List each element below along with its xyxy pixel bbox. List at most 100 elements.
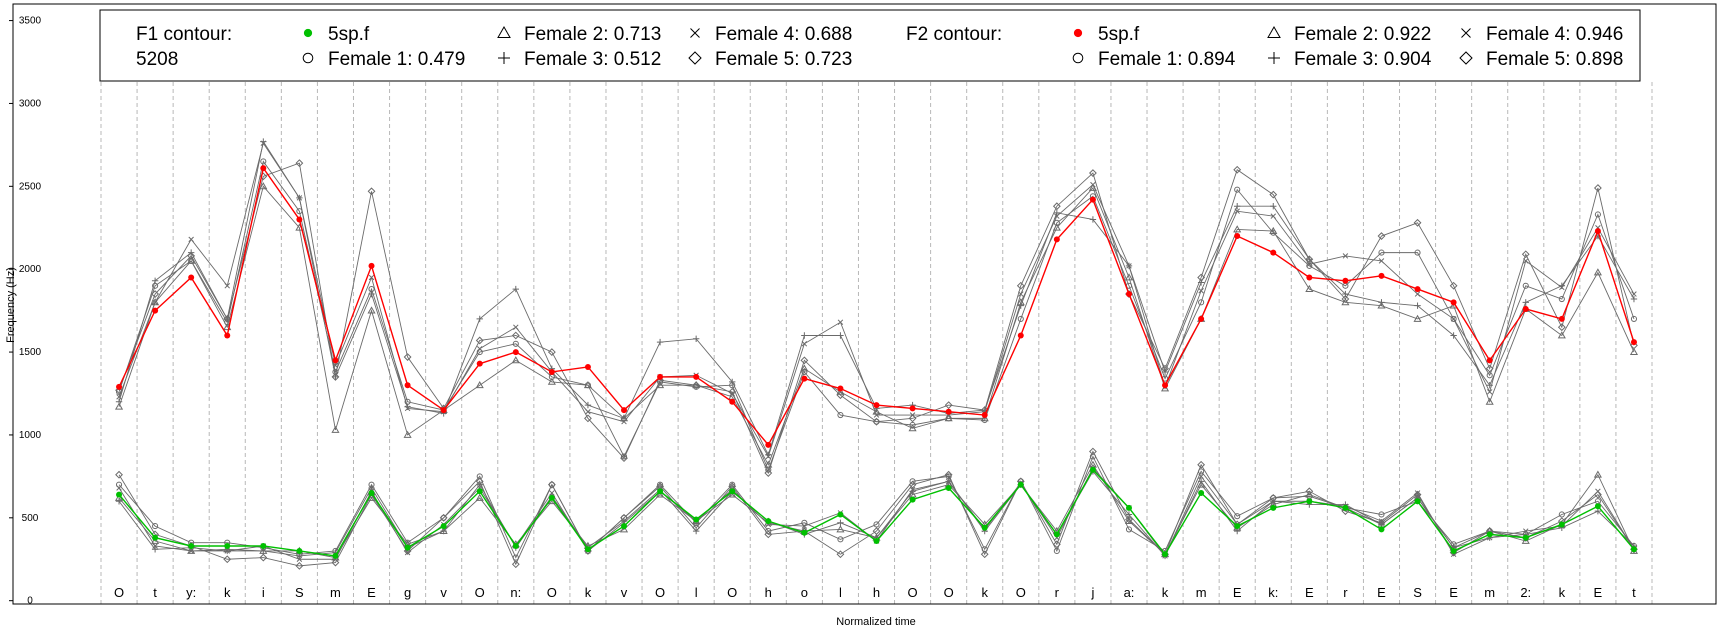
f1-female-4-point bbox=[224, 548, 230, 554]
f1-5sp-point bbox=[1558, 521, 1565, 528]
segment-label: t bbox=[153, 585, 157, 600]
f2-female-2-point bbox=[151, 298, 160, 306]
f2-female-5-point bbox=[800, 356, 809, 365]
f2-female-3-point bbox=[368, 290, 375, 298]
f2-female-1-line bbox=[118, 160, 1635, 471]
f2-female-2-point bbox=[908, 424, 917, 432]
f2-female-5-point bbox=[1593, 184, 1602, 192]
f2-female-5-point bbox=[584, 414, 592, 423]
f2-female-3-point bbox=[801, 332, 808, 339]
f2-5sp-point bbox=[693, 373, 700, 380]
f1-female-5-point bbox=[980, 550, 989, 559]
f1-female-2-point bbox=[1305, 490, 1314, 498]
f2-female-1-point bbox=[1558, 295, 1565, 303]
f2-female-2-point bbox=[187, 256, 196, 264]
f2-5sp-point bbox=[981, 412, 988, 419]
f1-female-5-point bbox=[259, 553, 268, 562]
segment-label: O bbox=[114, 585, 124, 600]
segment-label: n: bbox=[510, 585, 521, 600]
f2-female-5-point bbox=[1233, 165, 1242, 174]
f2-female-3-point bbox=[1378, 299, 1385, 306]
f2-5sp-point bbox=[404, 382, 411, 389]
f2-female-5-point bbox=[475, 336, 484, 345]
f2-5sp-point bbox=[440, 407, 447, 414]
legend-label: Female 1: 0.894 bbox=[1098, 49, 1236, 70]
f2-female-2-point bbox=[1233, 225, 1242, 233]
segment-label: v bbox=[621, 585, 628, 600]
f2-female-4-point bbox=[1198, 287, 1204, 294]
segment-label: h bbox=[765, 585, 772, 600]
f1-female-4-point bbox=[152, 543, 158, 549]
y-tick-label: 500 bbox=[22, 513, 39, 524]
f2-5sp-point bbox=[296, 216, 303, 223]
f2-female-3-point bbox=[1017, 302, 1024, 309]
f1-5sp-point bbox=[1414, 498, 1421, 505]
f2-female-2-point bbox=[583, 381, 593, 389]
segment-label: k bbox=[224, 585, 231, 600]
f2-female-5 bbox=[115, 159, 1638, 477]
f2-female-1-point bbox=[1198, 299, 1205, 306]
f1-5sp-point bbox=[1630, 546, 1637, 553]
f2-female-2-point bbox=[1413, 314, 1422, 322]
f1-female-5-point bbox=[1413, 490, 1422, 499]
f2-female-2-point bbox=[511, 356, 520, 364]
y-tick-label: 3000 bbox=[19, 98, 42, 109]
f2-female-4-point bbox=[1486, 389, 1493, 395]
f1-female-5-point bbox=[403, 547, 412, 555]
f1-female-4-point bbox=[549, 490, 555, 496]
f1-5sp-point bbox=[1053, 531, 1060, 538]
f2-female-5-point bbox=[1161, 364, 1169, 373]
f1-5sp-point bbox=[729, 488, 736, 495]
f2-female-1-point bbox=[1522, 282, 1529, 289]
f2-female-4-point bbox=[116, 394, 122, 400]
f2-female-5-point bbox=[620, 454, 628, 463]
f2-5sp-point bbox=[584, 363, 591, 370]
f1-5sp-point bbox=[296, 547, 303, 554]
legend-marker bbox=[1073, 28, 1083, 38]
f1-female-1-point bbox=[1378, 511, 1385, 518]
f2-female-1-point bbox=[1378, 249, 1385, 256]
segment-label: l bbox=[695, 585, 698, 600]
f2-female-3-point bbox=[476, 315, 483, 323]
f1-female-5-line bbox=[118, 450, 1635, 567]
f1-female-1-point bbox=[801, 519, 808, 526]
f1-female-5-point bbox=[439, 513, 448, 522]
f2-female-5-point bbox=[944, 401, 953, 410]
f2-female-4-point bbox=[1054, 213, 1060, 219]
f2-5sp-point bbox=[945, 408, 952, 415]
f1-female-5-point bbox=[836, 550, 845, 559]
f1-female-1-point bbox=[1234, 513, 1241, 520]
f2-female-5-point bbox=[1521, 250, 1530, 259]
f2-female-2-point bbox=[1269, 226, 1278, 234]
f2-female-2-point bbox=[1052, 223, 1061, 231]
segment-label: O bbox=[475, 585, 485, 600]
f2-female-4-point bbox=[1378, 258, 1385, 264]
f1-5sp-point bbox=[1089, 466, 1096, 473]
f2-female-2-point bbox=[1341, 298, 1350, 306]
f2-5sp-point bbox=[1450, 299, 1457, 306]
segment-grid bbox=[100, 82, 1653, 604]
segment-label: k: bbox=[1268, 585, 1278, 600]
y-tick-label: 1500 bbox=[19, 347, 42, 358]
f2-female-2-point bbox=[1377, 301, 1386, 309]
legend-f1-subtitle: 5208 bbox=[136, 49, 178, 70]
segment-label: E bbox=[1594, 585, 1603, 600]
y-axis: 0 500 1000 1500 2000 2500 3000 3500 bbox=[9, 16, 42, 607]
f2-female-1-point bbox=[1486, 372, 1493, 379]
y-axis-title: Frequency (Hz) bbox=[5, 267, 17, 343]
y-tick-label: 1000 bbox=[19, 430, 42, 441]
f2-female-5-point bbox=[728, 387, 737, 396]
f2-female-5-point bbox=[872, 417, 881, 426]
f2-female-1-point bbox=[1450, 315, 1457, 322]
f1-female-1-point bbox=[1558, 511, 1565, 518]
f2-female-1-point bbox=[1630, 315, 1638, 322]
f2-female-3-point bbox=[1270, 203, 1277, 210]
f2-5sp-point bbox=[1017, 332, 1024, 339]
f2-female-4-point bbox=[1306, 261, 1313, 267]
f1-female-1-point bbox=[729, 481, 736, 488]
f2-5sp-point bbox=[1630, 339, 1637, 346]
f1-5sp-point bbox=[1198, 489, 1205, 496]
f1-female-2-point bbox=[728, 490, 737, 498]
f2-female-2-point bbox=[1629, 347, 1639, 355]
f1-5sp-point bbox=[801, 529, 808, 536]
